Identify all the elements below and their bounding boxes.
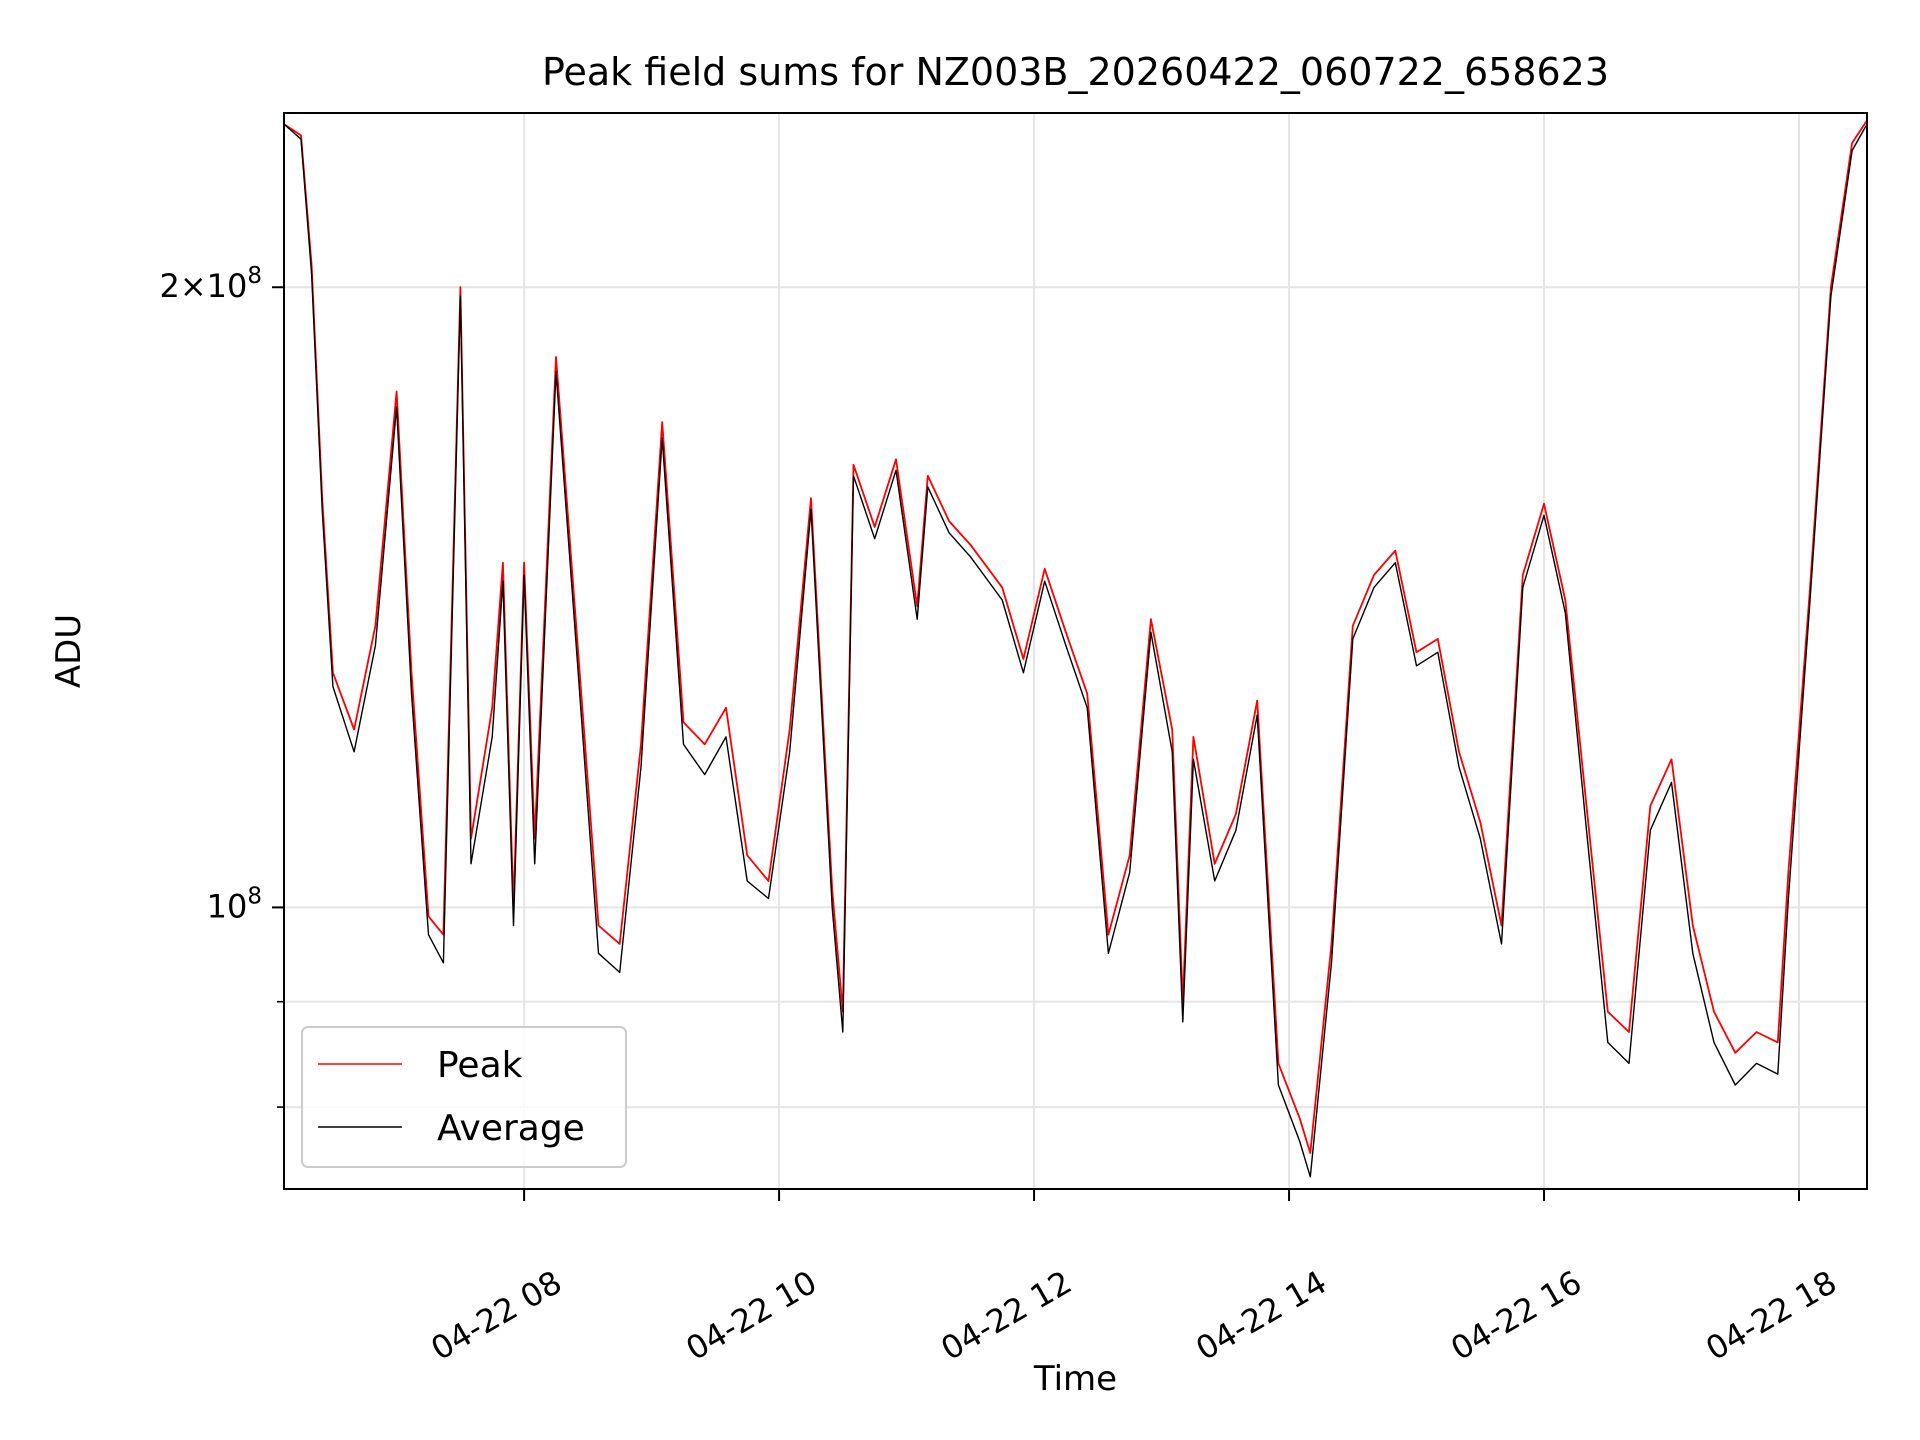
y-axis-label: ADU bbox=[49, 614, 89, 688]
chart-title: Peak field sums for NZ003B_20260422_0607… bbox=[542, 50, 1609, 94]
series-line-peak bbox=[283, 119, 1868, 1154]
y-tick-label: 108 bbox=[207, 883, 262, 925]
plot-frame bbox=[283, 112, 1868, 1190]
legend-label-average: Average bbox=[437, 1108, 585, 1149]
series-line-average bbox=[283, 123, 1868, 1178]
y-tick-label: 2×108 bbox=[159, 263, 262, 305]
x-axis-label: Time bbox=[1033, 1359, 1117, 1399]
legend-box bbox=[301, 1026, 627, 1168]
legend: Peak Average bbox=[301, 1026, 627, 1168]
series-layer bbox=[283, 119, 1868, 1178]
legend-label-peak: Peak bbox=[437, 1045, 523, 1086]
